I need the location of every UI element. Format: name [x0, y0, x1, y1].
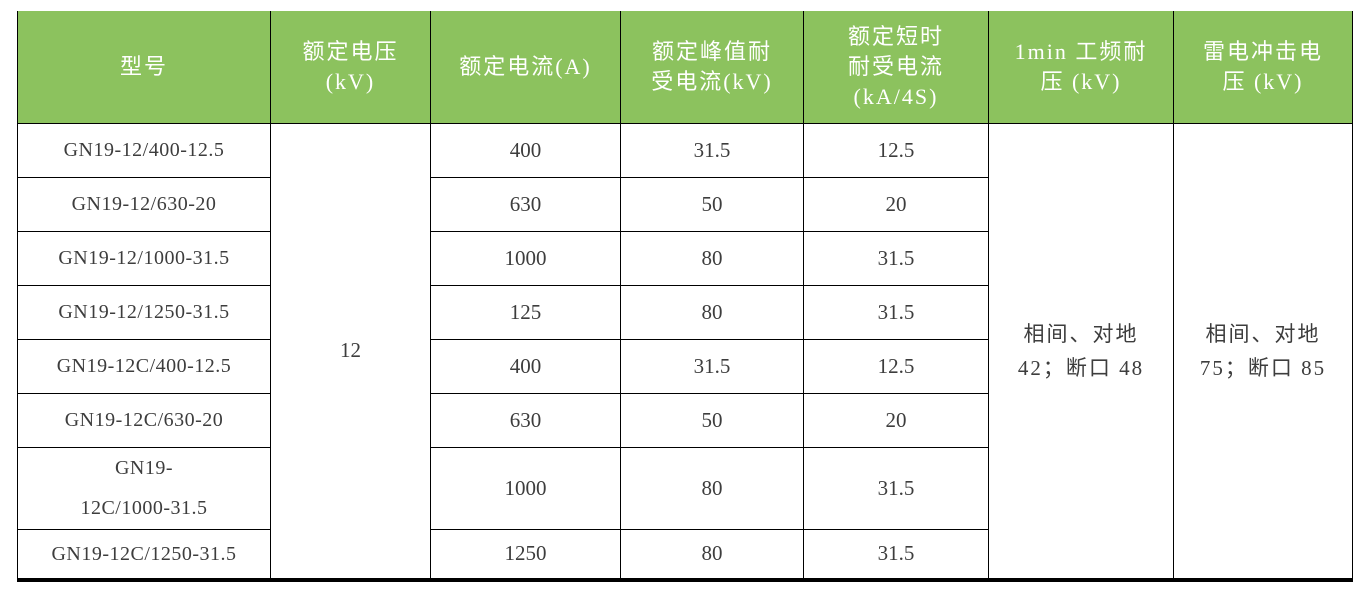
table-row: GN19-12C/630-20 630 50 20 — [17, 392, 1353, 448]
header-lightning: 雷电冲击电 压 (kV) — [1173, 11, 1353, 124]
table-row: GN19-12C/400-12.5 400 31.5 12.5 — [17, 338, 1353, 394]
cell-current: 1000 — [430, 446, 621, 530]
cell-lightning-merged: 相间、对地 75；断口 85 — [1173, 122, 1353, 581]
cell-peak: 80 — [620, 230, 804, 286]
header-model: 型号 — [17, 11, 271, 124]
cell-peak: 80 — [620, 446, 804, 530]
cell-rated-voltage-merged: 12 — [270, 122, 431, 581]
table-row: GN19-12/400-12.5 12 400 31.5 12.5 相间、对地 … — [17, 122, 1353, 581]
cell-power-freq-merged: 相间、对地 42；断口 48 — [988, 122, 1174, 581]
cell-short-time: 31.5 — [803, 284, 989, 340]
table-row: GN19-12C/1250-31.5 1250 80 31.5 — [17, 528, 1353, 581]
cell-short-time: 31.5 — [803, 528, 989, 581]
cell-current: 1000 — [430, 230, 621, 286]
cell-short-time: 20 — [803, 176, 989, 232]
cell-peak: 50 — [620, 392, 804, 448]
header-short-time: 额定短时 耐受电流 (kA/4S) — [803, 11, 989, 124]
cell-short-time: 12.5 — [803, 338, 989, 394]
cell-peak: 80 — [620, 284, 804, 340]
cell-model: GN19-12/400-12.5 — [17, 122, 271, 178]
cell-current: 400 — [430, 338, 621, 394]
cell-model: GN19-12/1000-31.5 — [17, 230, 271, 286]
cell-current: 1250 — [430, 528, 621, 581]
header-row: 型号 额定电压 (kV) 额定电流(A) 额定峰值耐 受电流(kV) 额定短时 … — [17, 11, 1353, 124]
cell-short-time: 12.5 — [803, 122, 989, 178]
table-row: GN19-12/1250-31.5 125 80 31.5 — [17, 284, 1353, 340]
cell-current: 400 — [430, 122, 621, 178]
table-row: GN19-12/1000-31.5 1000 80 31.5 — [17, 230, 1353, 286]
header-rated-current: 额定电流(A) — [430, 11, 621, 124]
cell-model: GN19-12C/1250-31.5 — [17, 528, 271, 581]
header-power-freq: 1min 工频耐 压 (kV) — [988, 11, 1174, 124]
table-row: GN19- 12C/1000-31.5 1000 80 31.5 — [17, 446, 1353, 530]
cell-peak: 31.5 — [620, 122, 804, 178]
cell-short-time: 31.5 — [803, 446, 989, 530]
cell-peak: 80 — [620, 528, 804, 581]
spec-table: 型号 额定电压 (kV) 额定电流(A) 额定峰值耐 受电流(kV) 额定短时 … — [17, 11, 1353, 582]
cell-model: GN19-12C/400-12.5 — [17, 338, 271, 394]
header-peak-withstand: 额定峰值耐 受电流(kV) — [620, 11, 804, 124]
cell-short-time: 20 — [803, 392, 989, 448]
cell-peak: 31.5 — [620, 338, 804, 394]
cell-model: GN19-12/1250-31.5 — [17, 284, 271, 340]
cell-current: 125 — [430, 284, 621, 340]
cell-model: GN19-12C/630-20 — [17, 392, 271, 448]
cell-peak: 50 — [620, 176, 804, 232]
cell-current: 630 — [430, 176, 621, 232]
header-rated-voltage: 额定电压 (kV) — [270, 11, 431, 124]
cell-short-time: 31.5 — [803, 230, 989, 286]
table-row: GN19-12/630-20 630 50 20 — [17, 176, 1353, 232]
cell-model: GN19-12/630-20 — [17, 176, 271, 232]
cell-model: GN19- 12C/1000-31.5 — [17, 446, 271, 530]
cell-current: 630 — [430, 392, 621, 448]
